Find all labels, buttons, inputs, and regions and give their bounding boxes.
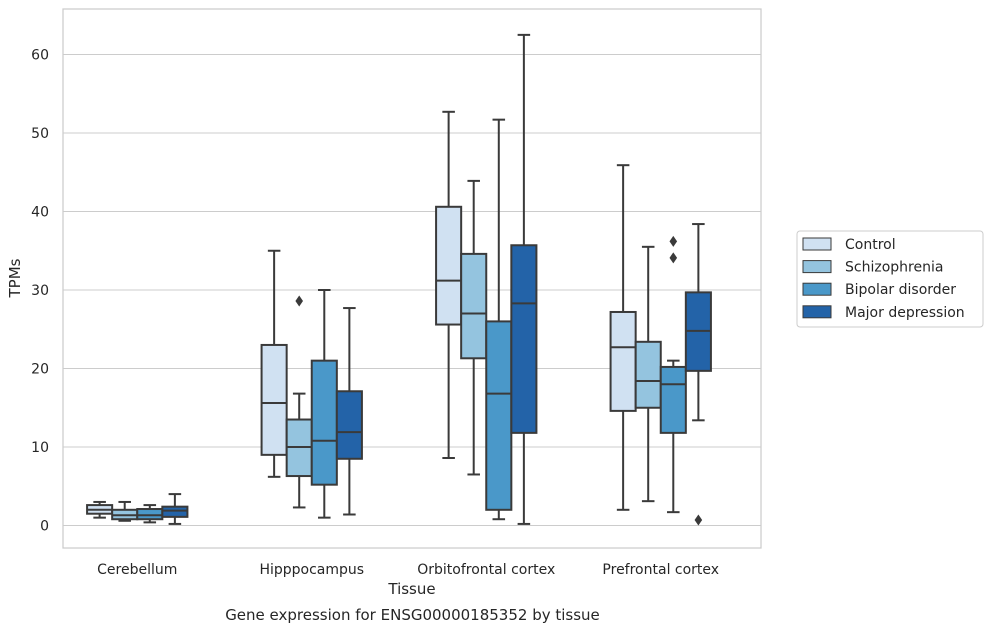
legend: Control Schizophrenia Bipolar disorder Majo… [796, 230, 984, 328]
legend-label: Control [845, 237, 896, 253]
y-tick-label: 10 [31, 440, 49, 456]
outlier-point [694, 514, 703, 526]
box-group [510, 33, 538, 525]
box-group [161, 493, 189, 525]
box-group [634, 245, 662, 503]
box-group [86, 500, 114, 519]
x-tick-label: Hipppocampus [259, 562, 364, 578]
box-iqr [634, 340, 662, 409]
y-tick-label: 60 [31, 48, 49, 64]
box-group [460, 179, 488, 476]
legend-swatch [802, 237, 832, 251]
outlier-point [669, 235, 678, 247]
legend-label: Schizophrenia [845, 260, 943, 276]
outlier-point [295, 295, 304, 307]
box-iqr [260, 343, 288, 456]
y-axis-title: TPMs [6, 258, 24, 298]
box-group [485, 118, 513, 521]
outlier-point [669, 252, 678, 264]
box-iqr [460, 252, 488, 360]
box-group [310, 289, 338, 519]
box-iqr [485, 320, 513, 511]
box-group [659, 235, 687, 514]
box-group [111, 500, 139, 522]
y-tick-label: 0 [40, 519, 49, 535]
x-tick-label: Cerebellum [97, 562, 177, 578]
box-group [285, 295, 313, 509]
box-iqr [136, 508, 164, 521]
box-iqr [161, 505, 189, 518]
boxes [86, 33, 712, 526]
box-iqr [335, 390, 363, 460]
legend-swatch [802, 305, 832, 319]
legend-frame [796, 230, 984, 328]
y-tick-label: 50 [31, 126, 49, 142]
x-axis-title: Tissue [387, 580, 435, 598]
box-group [260, 249, 288, 478]
x-tick-label: Orbitofrontal cortex [417, 562, 555, 578]
x-tick-label: Prefrontal cortex [602, 562, 719, 578]
box-group [435, 110, 463, 459]
grid-lines [63, 53, 761, 527]
y-tick-labels: 0 10 20 30 40 50 60 [31, 48, 49, 535]
box-iqr [435, 205, 463, 326]
legend-label: Bipolar disorder [845, 282, 956, 298]
legend-label: Major depression [845, 305, 965, 321]
y-tick-label: 20 [31, 362, 49, 378]
legend-swatch [802, 260, 832, 274]
y-tick-label: 40 [31, 205, 49, 221]
box-iqr [310, 359, 338, 486]
chart-caption: Gene expression for ENSG00000185352 by t… [225, 606, 600, 624]
box-group [684, 223, 712, 526]
box-iqr [609, 310, 637, 412]
box-group [136, 504, 164, 524]
y-tick-label: 30 [31, 283, 49, 299]
box-iqr [659, 365, 687, 434]
x-tick-labels: Cerebellum Hipppocampus Orbitofrontal cort… [97, 562, 719, 578]
box-iqr [510, 244, 538, 434]
plot-frame [62, 8, 762, 549]
box-group [609, 164, 637, 511]
legend-swatch [802, 282, 832, 296]
box-group [335, 307, 363, 516]
